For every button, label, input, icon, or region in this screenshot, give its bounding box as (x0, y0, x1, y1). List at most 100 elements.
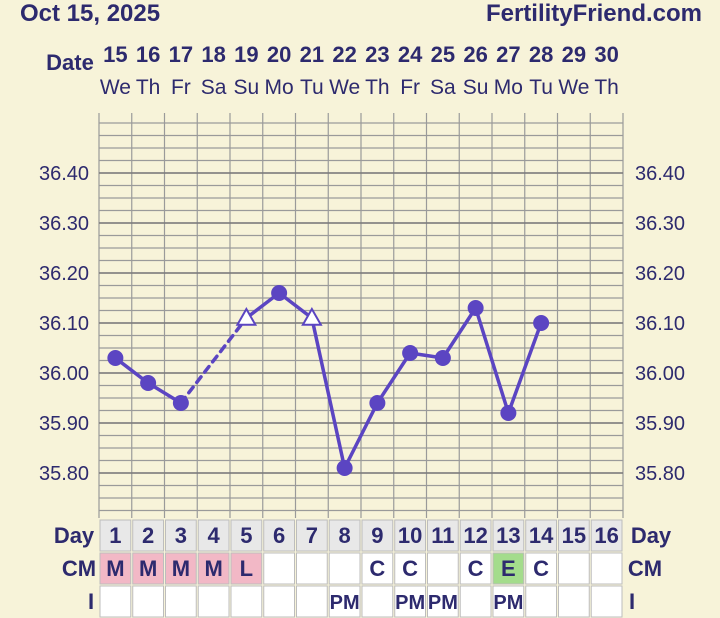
tick-label-bg (29, 161, 95, 185)
temperature-point[interactable] (500, 405, 517, 421)
temperature-point-open[interactable] (235, 306, 258, 326)
i-cell[interactable] (263, 585, 295, 618)
day-value: 5 (240, 523, 252, 548)
day-value: 12 (463, 523, 487, 548)
y-tick-label-right: 35.90 (635, 413, 685, 435)
weekday-label: Tu (529, 76, 553, 99)
temperature-point[interactable] (434, 350, 451, 366)
temperature-point[interactable] (467, 300, 484, 316)
date-label: 23 (365, 42, 389, 67)
day-cell (99, 519, 132, 552)
cm-value: M (139, 556, 157, 581)
weekday-label: Su (234, 76, 260, 99)
cm-cell[interactable] (328, 552, 361, 585)
temperature-segment (342, 401, 380, 470)
weekday-label: We (329, 76, 360, 99)
day-value: 3 (175, 523, 187, 548)
cm-cell[interactable] (590, 552, 623, 585)
temperature-segment (375, 351, 412, 405)
temperature-point[interactable] (369, 395, 386, 411)
cm-value: M (172, 556, 190, 581)
day-cell (492, 519, 525, 552)
i-cell[interactable] (525, 585, 557, 618)
i-value: PM (330, 592, 360, 614)
i-cell[interactable] (296, 585, 328, 618)
day-value: 4 (208, 523, 221, 548)
cm-cell[interactable] (558, 552, 590, 585)
cm-cell[interactable] (263, 552, 295, 585)
y-tick-label-right: 36.30 (635, 213, 685, 235)
date-label: 29 (562, 42, 586, 67)
cm-cell[interactable] (459, 552, 492, 585)
day-value: 16 (594, 523, 618, 548)
day-cell (132, 519, 164, 552)
temperature-point[interactable] (336, 460, 353, 476)
date-label: 26 (463, 42, 487, 67)
cm-value: C (402, 556, 418, 581)
temperature-segment (473, 306, 511, 415)
y-tick-label-left: 35.80 (39, 463, 89, 485)
i-cell[interactable] (459, 585, 492, 618)
temperature-point[interactable] (402, 345, 419, 361)
cm-cell[interactable] (165, 552, 197, 585)
cm-cell[interactable] (230, 552, 263, 585)
i-cell[interactable] (558, 585, 590, 618)
i-cell[interactable] (99, 585, 132, 618)
temperature-point[interactable] (107, 350, 124, 366)
date-label: 15 (103, 42, 127, 67)
cm-cell[interactable] (132, 552, 164, 585)
i-cell[interactable] (230, 585, 263, 618)
i-cell[interactable] (394, 585, 426, 618)
cm-cell[interactable] (525, 552, 557, 585)
tick-label-bg (29, 311, 95, 335)
y-tick-label-right: 35.80 (635, 463, 685, 485)
cm-cell[interactable] (394, 552, 426, 585)
date-label: 22 (332, 42, 356, 67)
i-cell[interactable] (492, 585, 525, 618)
i-value: PM (493, 592, 523, 614)
day-value: 6 (273, 523, 285, 548)
weekday-label: Mo (494, 76, 523, 99)
i-cell[interactable] (328, 585, 361, 618)
cm-cell[interactable] (197, 552, 230, 585)
cm-value: L (240, 556, 253, 581)
cm-value: E (501, 556, 516, 581)
i-cell[interactable] (427, 585, 459, 618)
cm-cell[interactable] (492, 552, 525, 585)
weekday-label: We (558, 76, 589, 99)
weekday-label: Sa (201, 76, 227, 99)
date-label: 30 (594, 42, 618, 67)
temperature-point[interactable] (172, 395, 189, 411)
day-value: 10 (398, 523, 422, 548)
y-tick-label-left: 36.40 (39, 163, 89, 185)
cm-row-label-right: CM (628, 556, 662, 581)
i-cell[interactable] (361, 585, 394, 618)
date-label: 19 (234, 42, 258, 67)
date-label: 28 (529, 42, 553, 67)
i-cell[interactable] (165, 585, 197, 618)
temperature-point[interactable] (533, 315, 550, 331)
date-label: 25 (431, 42, 455, 67)
day-cell (394, 519, 426, 552)
i-row-label-left: I (88, 589, 94, 614)
weekday-label: We (100, 76, 131, 99)
temperature-point[interactable] (271, 285, 288, 301)
cm-cell[interactable] (296, 552, 328, 585)
y-tick-label-right: 36.10 (635, 313, 685, 335)
brand-name: FertilityFriend.com (485, 0, 702, 27)
cm-cell[interactable] (99, 552, 132, 585)
i-cell[interactable] (197, 585, 230, 618)
day-cell (590, 519, 623, 552)
i-cell[interactable] (132, 585, 164, 618)
date-row-label: Date (46, 50, 94, 75)
weekday-label: Th (365, 76, 390, 99)
cm-cell[interactable] (361, 552, 394, 585)
cm-cell[interactable] (427, 552, 459, 585)
cm-value: M (204, 556, 222, 581)
weekday-label: Fr (400, 76, 420, 99)
i-cell[interactable] (590, 585, 623, 618)
y-tick-label-left: 36.10 (39, 313, 89, 335)
temperature-point-open[interactable] (301, 306, 323, 326)
temperature-point[interactable] (140, 375, 157, 391)
